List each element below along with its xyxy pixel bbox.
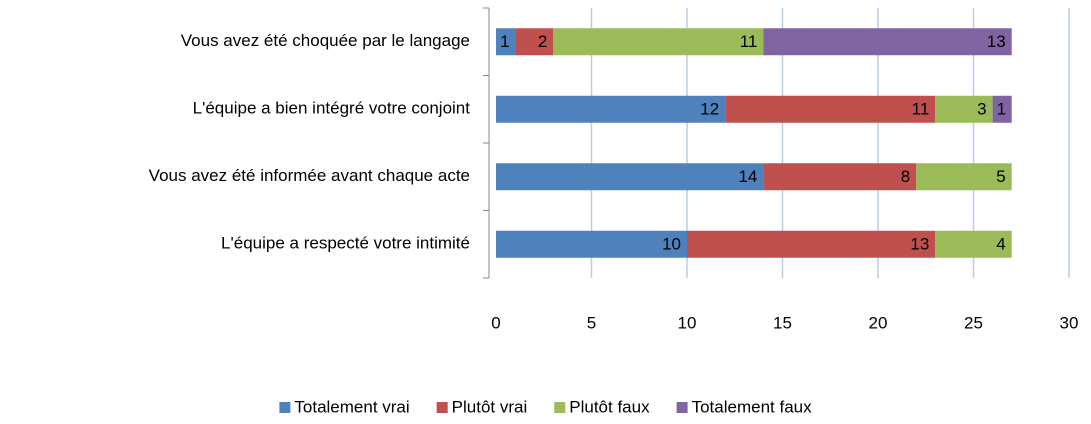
bar-segment xyxy=(916,163,1012,191)
y-tick-label: Vous avez été choquée par le langage xyxy=(181,31,470,50)
data-label: 5 xyxy=(996,167,1005,186)
legend-label: Plutôt vrai xyxy=(452,397,528,416)
data-label: 1 xyxy=(997,100,1006,119)
x-tick-label: 30 xyxy=(1060,313,1079,332)
data-label: 3 xyxy=(977,100,986,119)
bar-segment xyxy=(935,230,1012,258)
bar-segment xyxy=(496,28,516,56)
legend-swatch xyxy=(676,402,688,413)
legend-label: Plutôt faux xyxy=(569,397,650,416)
data-label: 1 xyxy=(500,32,509,51)
y-tick-label: Vous avez été informée avant chaque acte xyxy=(149,166,470,185)
y-tick-label: L'équipe a bien intégré votre conjoint xyxy=(193,99,471,118)
x-tick-label: 0 xyxy=(491,313,500,332)
data-label: 4 xyxy=(996,235,1005,254)
bar-segment xyxy=(496,230,687,258)
x-tick-label: 20 xyxy=(869,313,888,332)
data-label: 8 xyxy=(901,167,910,186)
x-tick-label: 15 xyxy=(773,313,792,332)
bar-segment xyxy=(935,95,993,123)
data-label: 11 xyxy=(740,32,758,51)
legend-swatch xyxy=(436,402,448,413)
legend-swatch xyxy=(279,402,291,413)
bar-segment xyxy=(992,95,1012,123)
x-tick-label: 10 xyxy=(678,313,697,332)
data-label: 13 xyxy=(910,235,929,254)
data-label: 2 xyxy=(538,32,547,51)
y-tick-label: L'équipe a respecté votre intimité xyxy=(221,234,470,253)
bar-segment xyxy=(515,28,554,56)
bar-segment xyxy=(763,28,1012,56)
bar-segment xyxy=(763,163,917,191)
bar-segment xyxy=(496,95,726,123)
data-label: 13 xyxy=(987,32,1006,51)
x-tick-label: 5 xyxy=(587,313,596,332)
bar-segment xyxy=(496,163,764,191)
data-label: 12 xyxy=(700,100,719,119)
bar-segment xyxy=(725,95,936,123)
bar-segment xyxy=(553,28,764,56)
bar-segment xyxy=(687,230,936,258)
legend-swatch xyxy=(554,402,566,413)
legend-label: Totalement vrai xyxy=(294,397,409,416)
x-tick-label: 25 xyxy=(964,313,983,332)
legend-label: Totalement faux xyxy=(692,397,813,416)
data-label: 14 xyxy=(738,167,757,186)
data-label: 10 xyxy=(662,235,681,254)
data-label: 11 xyxy=(912,100,930,119)
